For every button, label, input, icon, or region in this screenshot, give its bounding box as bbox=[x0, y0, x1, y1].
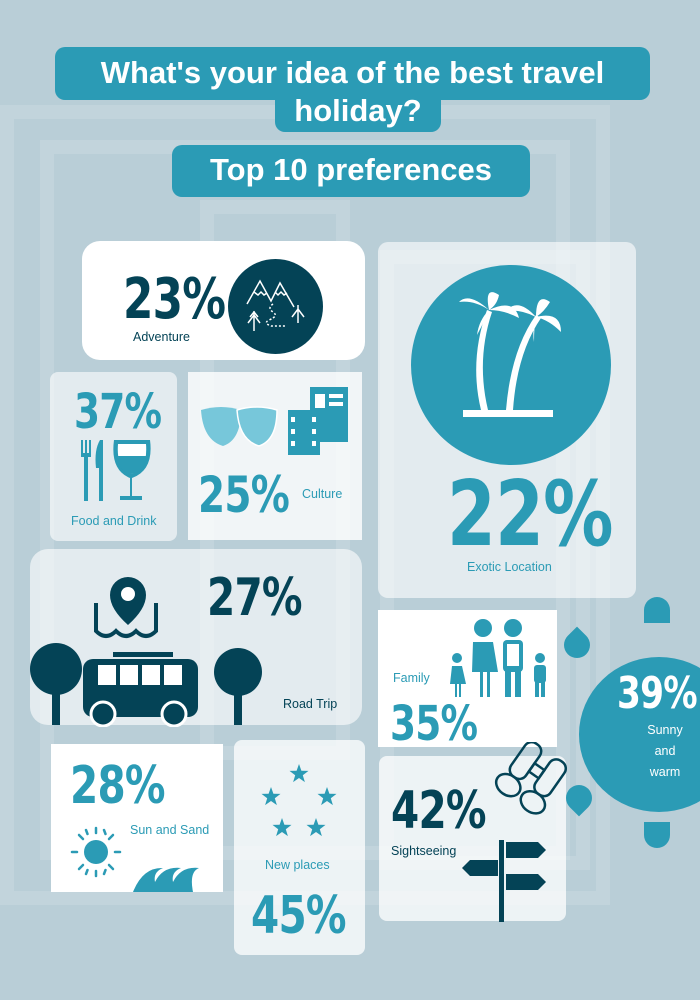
family-value: 35% bbox=[390, 696, 478, 752]
road-trip-value: 27% bbox=[207, 568, 303, 628]
family-card bbox=[378, 610, 557, 747]
stars-icon bbox=[261, 764, 337, 837]
subtitle: Top 10 preferences bbox=[172, 145, 530, 197]
new-places-value: 45% bbox=[251, 886, 347, 946]
food-and-drink-label: Food and Drink bbox=[71, 514, 157, 528]
sightseeing-label: Sightseeing bbox=[391, 844, 457, 858]
sunny-label-line: Sunny bbox=[647, 723, 683, 737]
sunny-label-line: and bbox=[654, 744, 676, 758]
adventure-value: 23% bbox=[123, 267, 226, 332]
road-trip-label: Road Trip bbox=[283, 697, 338, 711]
binoculars-signpost-icon bbox=[462, 742, 568, 922]
cutlery-wine-icon bbox=[81, 440, 151, 501]
sun-and-sand-label: Sun and Sand bbox=[130, 823, 210, 837]
family-icon bbox=[450, 619, 546, 697]
exotic-location-label: Exotic Location bbox=[467, 560, 552, 574]
title-line-1: What's your idea of the best travel bbox=[55, 47, 650, 100]
sunny-label-line: warm bbox=[649, 765, 681, 779]
food-and-drink-value: 37% bbox=[74, 384, 162, 440]
sunny-label: Sunny and warm bbox=[640, 720, 690, 783]
theater-masks-film-icon bbox=[201, 387, 348, 455]
culture-value: 25% bbox=[198, 466, 290, 524]
culture-label: Culture bbox=[302, 487, 343, 501]
van-map-pin-icon bbox=[30, 577, 262, 727]
new-places-label: New places bbox=[265, 858, 330, 872]
exotic-location-value: 22% bbox=[447, 462, 613, 567]
food-and-drink-card bbox=[50, 372, 177, 541]
sun-and-sand-value: 28% bbox=[70, 756, 166, 816]
family-label: Family bbox=[393, 671, 430, 685]
sun-waves-icon bbox=[70, 826, 199, 892]
palm-trees-icon bbox=[411, 265, 611, 465]
adventure-label: Adventure bbox=[133, 330, 190, 344]
mountains-trail-icon bbox=[228, 259, 323, 354]
sightseeing-value: 42% bbox=[391, 781, 487, 841]
sunny-value: 39% bbox=[617, 668, 698, 719]
title-line-2: holiday? bbox=[275, 95, 441, 132]
